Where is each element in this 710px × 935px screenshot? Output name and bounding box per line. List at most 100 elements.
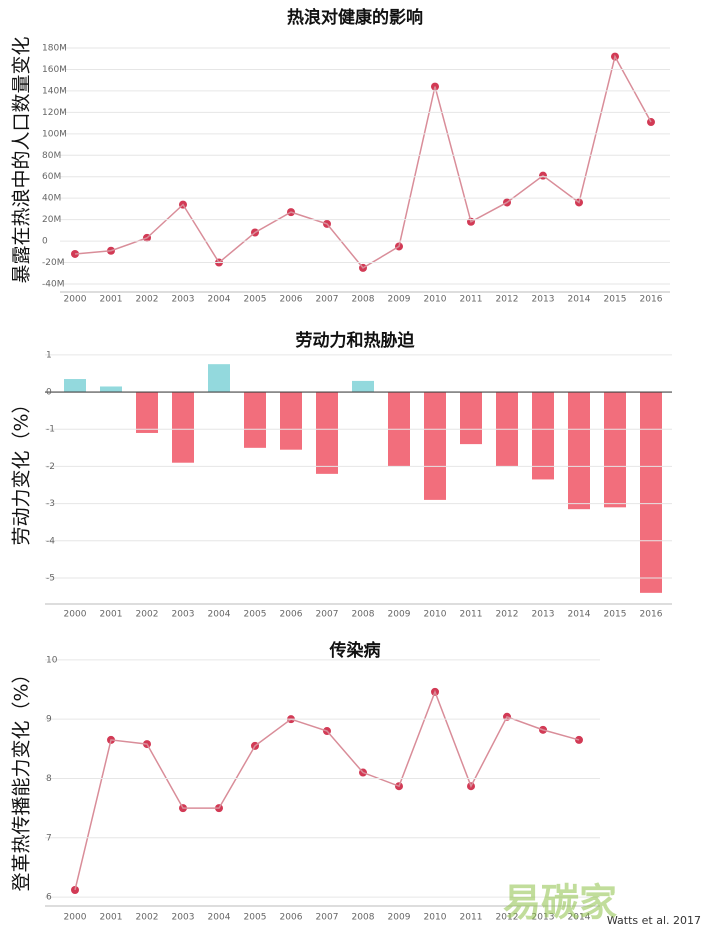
x-tick-label: 2013 xyxy=(532,913,555,923)
x-tick-label: 2010 xyxy=(424,610,447,620)
x-tick-label: 2012 xyxy=(496,610,519,620)
x-tick-label: 2001 xyxy=(100,913,123,923)
bar xyxy=(100,386,122,393)
bar xyxy=(460,392,482,445)
y-tick-label: 80M xyxy=(42,151,61,161)
y-tick-label: -5 xyxy=(46,573,55,583)
x-tick-label: 2000 xyxy=(64,913,87,923)
x-tick-label: 2015 xyxy=(604,295,627,305)
bar xyxy=(64,379,86,393)
chart-title: 劳动力和热胁迫 xyxy=(296,330,416,351)
watermark-url: tanjiaoyi.com xyxy=(613,891,697,904)
y-tick-label: 140M xyxy=(42,86,67,96)
y-axis-label: 登革热传播能力变化（%） xyxy=(11,664,33,891)
y-tick-label: -20M xyxy=(42,258,64,268)
line xyxy=(74,54,652,269)
x-tick-label: 2007 xyxy=(316,913,339,923)
x-tick-label: 2000 xyxy=(64,610,87,620)
bar xyxy=(532,392,554,480)
x-tick-label: 2001 xyxy=(100,295,123,305)
x-tick-label: 2016 xyxy=(640,295,663,305)
x-tick-label: 2011 xyxy=(460,913,483,923)
bar xyxy=(280,392,302,450)
y-tick-label: 1 xyxy=(46,350,52,360)
x-tick-label: 2009 xyxy=(388,295,411,305)
x-tick-label: 2005 xyxy=(244,913,267,923)
x-tick-label: 2005 xyxy=(244,610,267,620)
chart-title: 热浪对健康的影响 xyxy=(287,7,423,28)
x-tick-label: 2003 xyxy=(172,913,195,923)
x-tick-label: 2005 xyxy=(244,295,267,305)
x-tick-label: 2014 xyxy=(568,913,591,923)
x-tick-label: 2004 xyxy=(208,295,231,305)
y-tick-label: 20M xyxy=(42,215,61,225)
bar xyxy=(640,392,662,593)
bar xyxy=(352,380,374,393)
x-tick-label: 2016 xyxy=(640,610,663,620)
x-tick-label: 2007 xyxy=(316,610,339,620)
y-tick-label: -40M xyxy=(42,280,64,290)
x-tick-label: 2013 xyxy=(532,610,555,620)
x-tick-label: 2006 xyxy=(280,295,303,305)
y-tick-label: 8 xyxy=(46,774,52,784)
x-tick-label: 2004 xyxy=(208,610,231,620)
x-tick-label: 2004 xyxy=(208,913,231,923)
x-tick-label: 2007 xyxy=(316,295,339,305)
x-tick-label: 2014 xyxy=(568,610,591,620)
y-tick-label: 7 xyxy=(46,833,52,843)
bar xyxy=(172,392,194,463)
y-tick-label: 60M xyxy=(42,172,61,182)
bar xyxy=(244,392,266,448)
y-tick-label: 0 xyxy=(46,388,52,398)
x-tick-label: 2008 xyxy=(352,295,375,305)
x-tick-label: 2011 xyxy=(460,610,483,620)
x-tick-label: 2011 xyxy=(460,295,483,305)
x-tick-label: 2014 xyxy=(568,295,591,305)
x-tick-label: 2002 xyxy=(136,610,159,620)
x-tick-label: 2010 xyxy=(424,295,447,305)
x-tick-label: 2001 xyxy=(100,610,123,620)
y-tick-label: 10 xyxy=(46,655,58,665)
watermark: 易碳家 xyxy=(503,881,617,925)
y-tick-label: 160M xyxy=(42,65,67,75)
x-tick-label: 2002 xyxy=(136,295,159,305)
y-axis-label: 劳动力变化（%） xyxy=(11,394,33,545)
chart-title: 传染病 xyxy=(329,640,381,661)
x-tick-label: 2002 xyxy=(136,913,159,923)
x-tick-label: 2008 xyxy=(352,913,375,923)
x-tick-label: 2012 xyxy=(496,295,519,305)
y-tick-label: 6 xyxy=(46,893,52,903)
y-tick-label: -2 xyxy=(46,462,55,472)
y-axis-label: 暴露在热浪中的人口数量变化 xyxy=(11,36,33,283)
x-tick-label: 2013 xyxy=(532,295,555,305)
bar xyxy=(568,392,590,510)
x-tick-label: 2006 xyxy=(280,913,303,923)
bar xyxy=(604,392,626,508)
line xyxy=(74,689,580,891)
x-tick-label: 2003 xyxy=(172,295,195,305)
y-tick-label: 40M xyxy=(42,194,61,204)
bar xyxy=(136,392,158,433)
x-tick-label: 2009 xyxy=(388,913,411,923)
x-tick-label: 2010 xyxy=(424,913,447,923)
y-tick-label: 120M xyxy=(42,108,67,118)
y-tick-label: 9 xyxy=(46,715,52,725)
bar xyxy=(208,364,230,393)
x-tick-label: 2003 xyxy=(172,610,195,620)
y-tick-label: -4 xyxy=(46,536,55,546)
x-tick-label: 2015 xyxy=(604,610,627,620)
y-tick-label: -3 xyxy=(46,499,55,509)
y-tick-label: -1 xyxy=(46,425,55,435)
y-tick-label: 100M xyxy=(42,129,67,139)
x-tick-label: 2006 xyxy=(280,610,303,620)
bar xyxy=(424,392,446,500)
x-tick-label: 2012 xyxy=(496,913,519,923)
source: Watts et al. 2017 xyxy=(607,914,701,927)
x-tick-label: 2000 xyxy=(64,295,87,305)
y-tick-label: 180M xyxy=(42,44,67,54)
y-tick-label: 0 xyxy=(42,237,48,247)
bar xyxy=(316,392,338,474)
x-tick-label: 2009 xyxy=(388,610,411,620)
x-tick-label: 2008 xyxy=(352,610,375,620)
